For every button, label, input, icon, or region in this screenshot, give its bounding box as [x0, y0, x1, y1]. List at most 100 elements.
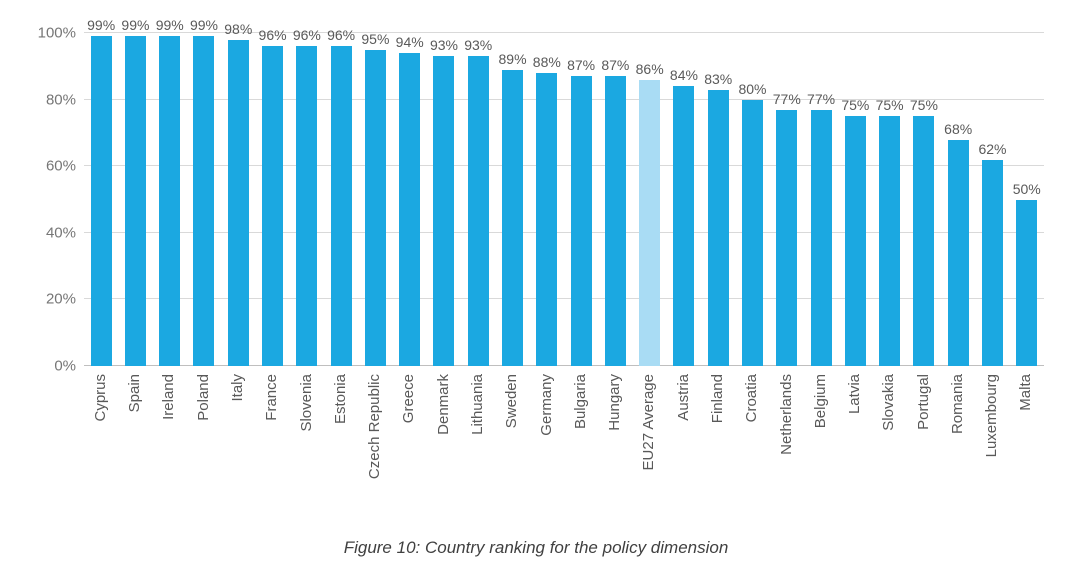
bar-series: 99% 99% 99% 99% 98% 96% 96% 96% 95% 94% 93% 93% 89% 8…	[84, 18, 1044, 366]
gridline	[84, 365, 1044, 366]
y-axis: 0% 20% 40% 60% 80% 100%	[4, 25, 76, 375]
x-axis-label: Portugal	[914, 374, 932, 430]
x-axis-label-cell: Austria	[667, 374, 701, 421]
x-axis-label: Latvia	[846, 374, 864, 415]
bar-cell: 98%	[221, 22, 255, 366]
x-axis-label: Slovenia	[297, 374, 315, 432]
bar-value-label: 99%	[87, 17, 116, 34]
x-axis-label: Slovakia	[880, 374, 898, 431]
bar-cell: 75%	[907, 33, 941, 366]
x-axis-label-cell: Netherlands	[770, 374, 804, 455]
x-axis-label-cell: Belgium	[804, 374, 838, 428]
x-axis-label-cell: Cyprus	[84, 374, 118, 422]
bar-cell: 77%	[804, 33, 838, 366]
gridline	[84, 298, 1044, 300]
x-axis-label: Greece	[400, 374, 418, 424]
x-axis-label-cell: Ireland	[153, 374, 187, 420]
bar-cell: 75%	[838, 33, 872, 366]
y-axis-tick-label: 20%	[45, 290, 76, 308]
y-axis-tick-label: 60%	[45, 157, 76, 175]
x-axis-label: Malta	[1017, 374, 1035, 411]
bar-luxembourg	[981, 159, 1003, 366]
x-axis-label-cell: Germany	[530, 374, 564, 436]
bar-value-label: 80%	[738, 80, 767, 97]
plot-area: 99% 99% 99% 99% 98% 96% 96% 96% 95% 94% 93% 93% 89% 8…	[84, 18, 1044, 366]
bar-cell: 99%	[84, 18, 118, 366]
x-axis-label-cell: Lithuania	[461, 374, 495, 435]
bar-croatia	[741, 99, 763, 366]
x-axis-label-cell: EU27 Average	[633, 374, 667, 470]
x-axis-label-cell: Croatia	[735, 374, 769, 422]
bar-cell: 89%	[495, 33, 529, 366]
bar-poland	[193, 36, 215, 366]
bar-value-label: 96%	[258, 27, 287, 44]
bar-cell: 75%	[872, 33, 906, 366]
x-axis-label-cell: Greece	[393, 374, 427, 423]
bar-value-label: 93%	[429, 37, 458, 54]
bar-cell: 77%	[770, 33, 804, 366]
x-axis-label: Belgium	[811, 374, 829, 429]
bar-czech-republic	[364, 49, 386, 366]
bar-belgium	[810, 109, 832, 366]
bar-slovenia	[296, 46, 318, 366]
bar-italy	[227, 39, 249, 366]
x-axis-label: Czech Republic	[366, 374, 384, 480]
x-axis-label-cell: Luxembourg	[975, 374, 1009, 457]
bar-value-label: 77%	[807, 90, 836, 107]
gridline	[84, 32, 1044, 33]
x-axis-label-cell: Hungary	[598, 374, 632, 431]
bar-lithuania	[467, 56, 489, 366]
bar-cell: 96%	[324, 28, 358, 366]
x-axis-label-cell: Denmark	[427, 374, 461, 435]
x-axis-labels: Cyprus Spain Ireland Poland Italy France Slove…	[84, 374, 1044, 514]
bar-value-label: 87%	[601, 57, 630, 74]
x-axis-label: Estonia	[331, 374, 349, 425]
x-axis-label-cell: Poland	[187, 374, 221, 421]
bar-cell: 87%	[598, 33, 632, 366]
bar-cell: 50%	[1010, 33, 1044, 366]
x-axis-label: Luxembourg	[983, 374, 1001, 458]
x-axis-label: Sweden	[503, 374, 521, 429]
bar-sweden	[502, 69, 524, 366]
bar-cell: 68%	[941, 33, 975, 366]
x-axis-label-cell: Sweden	[495, 374, 529, 428]
bar-value-label: 95%	[361, 30, 390, 47]
bar-value-label: 99%	[189, 17, 218, 34]
x-axis-label: Finland	[708, 374, 726, 424]
bar-romania	[947, 139, 969, 366]
bar-cell: 99%	[118, 18, 152, 366]
bar-cell: 93%	[461, 33, 495, 366]
bar-cell: 96%	[255, 28, 289, 366]
x-axis-label: Hungary	[606, 374, 624, 431]
x-axis-label: Austria	[674, 374, 692, 421]
bar-slovakia	[879, 116, 901, 366]
x-axis-label-cell: Latvia	[838, 374, 872, 414]
bar-cell: 96%	[290, 28, 324, 366]
x-axis-label-cell: Bulgaria	[564, 374, 598, 429]
bar-value-label: 62%	[978, 140, 1007, 157]
bar-malta	[1016, 199, 1038, 366]
bar-cell: 88%	[530, 33, 564, 366]
x-axis-label: Bulgaria	[571, 374, 589, 430]
bar-value-label: 98%	[224, 20, 253, 37]
bar-estonia	[330, 46, 352, 366]
bar-value-label: 93%	[464, 37, 493, 54]
x-axis-label-cell: Spain	[118, 374, 152, 412]
bar-hungary	[604, 76, 626, 366]
bar-cell: 84%	[667, 33, 701, 366]
x-axis-label: Spain	[126, 374, 144, 413]
bar-value-label: 75%	[841, 97, 870, 114]
x-axis-label-cell: Romania	[941, 374, 975, 434]
x-axis-label-cell: France	[255, 374, 289, 421]
y-axis-tick-label: 40%	[45, 224, 76, 242]
x-axis-label: Germany	[537, 374, 555, 436]
x-axis-label: Netherlands	[777, 374, 795, 455]
x-axis-label-cell: Estonia	[324, 374, 358, 424]
bar-value-label: 50%	[1012, 180, 1041, 197]
bar-cell: 87%	[564, 33, 598, 366]
x-axis-label-cell: Finland	[701, 374, 735, 423]
bar-eu27-average	[639, 79, 661, 366]
bar-value-label: 75%	[909, 97, 938, 114]
y-axis-tick-label: 100%	[37, 24, 76, 42]
